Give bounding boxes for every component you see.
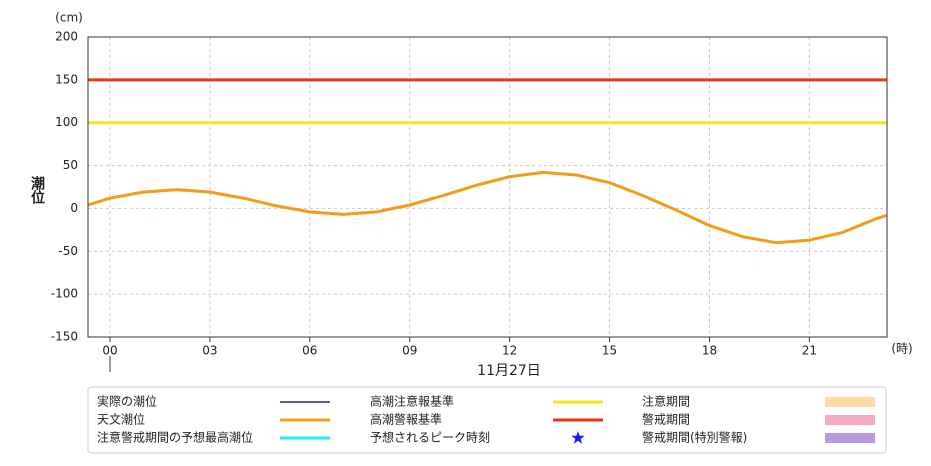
x-tick-label: 03	[202, 344, 217, 358]
legend-label: 注意警戒期間の予想最高潮位	[97, 430, 253, 445]
legend-swatch	[825, 433, 875, 443]
legend-label: 実際の潮位	[97, 394, 157, 409]
legend-swatch	[825, 397, 875, 407]
y-tick-label: -100	[51, 287, 78, 301]
legend-label: 警戒期間(特別警報)	[642, 430, 747, 445]
data-line	[87, 170, 888, 245]
x-tick-label: 12	[502, 344, 517, 358]
plot-frame	[87, 36, 888, 338]
y-tick-label: -150	[51, 330, 78, 344]
y-tick-label: -50	[58, 244, 78, 258]
y-unit: (cm)	[55, 11, 83, 25]
y-axis-label: 潮位	[29, 175, 45, 205]
x-tick-label: 00	[102, 344, 117, 358]
x-tick-label: 09	[402, 344, 417, 358]
y-tick-label: 150	[55, 72, 78, 86]
x-tick-label: 06	[302, 344, 317, 358]
legend-label: 高潮注意報基準	[370, 394, 454, 409]
date-label: 11月27日	[477, 363, 541, 379]
x-tick-label: 18	[702, 344, 717, 358]
y-tick-label: 200	[55, 30, 78, 44]
legend-swatch	[571, 431, 585, 444]
legend-label: 警戒期間	[642, 412, 690, 427]
x-tick-label: 15	[602, 344, 617, 358]
legend-label: 高潮警報基準	[370, 412, 442, 427]
legend-label: 天文潮位	[97, 412, 145, 427]
x-unit: (時)	[891, 342, 912, 356]
y-tick-label: 0	[70, 201, 78, 215]
legend-label: 注意期間	[642, 394, 690, 409]
legend-swatch	[825, 415, 875, 425]
legend-label: 予想されるピーク時刻	[370, 430, 490, 445]
x-tick-label: 21	[802, 344, 817, 358]
y-tick-label: 50	[63, 158, 78, 172]
y-tick-label: 100	[55, 115, 78, 129]
